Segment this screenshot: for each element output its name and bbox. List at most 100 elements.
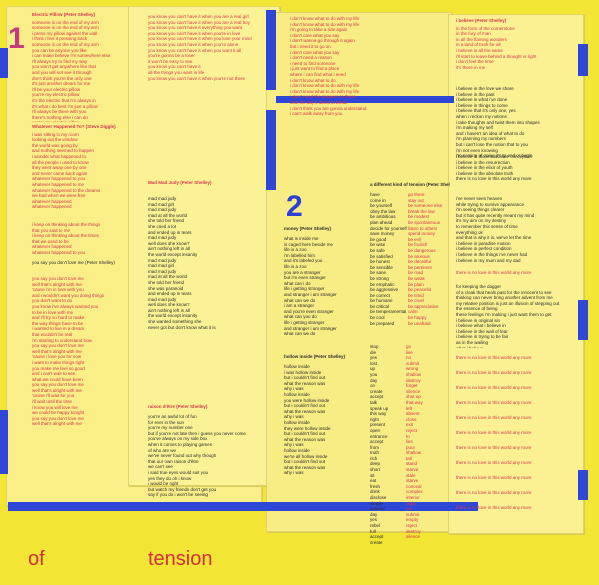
lyric-line: i don't need the answers to these: [290, 94, 356, 100]
lyric-line: i don't know what to do with my life: [290, 16, 360, 21]
lyric-line: be modest: [408, 214, 430, 220]
lyric-line: shallow: [406, 450, 422, 456]
lyric-line: i believe what i believe in: [456, 323, 506, 329]
lyric-line: i believe in the love we share: [456, 86, 514, 91]
lyric-line: as in the wailing: [456, 339, 489, 345]
lyric-line: go there: [408, 192, 425, 197]
lyric-line: i keep on thinking about the things: [32, 222, 101, 227]
lyric-line: i don't wanna go through it again: [290, 38, 355, 44]
lyric-line: be prepared: [370, 320, 395, 326]
lyric-line: yes they do oh i know: [148, 475, 192, 481]
song-title: i believe (Peter Shelley): [456, 18, 507, 23]
lyric-line: whatever happened: [32, 198, 72, 204]
lyric-line: be yourself: [370, 203, 393, 209]
lyric-line: tall: [406, 455, 412, 461]
lyric-line: whatever happened to you: [32, 249, 86, 255]
lyric-line: be foolish: [408, 242, 428, 248]
lyric-line: to remember this sense of time: [456, 223, 518, 229]
lyric-line: but if you're not late then i guess you …: [148, 430, 246, 436]
lyric-line: i can make believe i'm somewhere else: [32, 53, 111, 59]
lyric-line: be aggressive: [370, 287, 399, 293]
lyric-line: accept: [370, 439, 384, 445]
lyric-line: and nothing seemed to happen: [32, 148, 95, 154]
lyric-line: well that's alright with me: [32, 348, 82, 354]
lyric-line: you say you don't love me: [32, 276, 84, 281]
lyric-line: there is no love in this world any more: [456, 475, 532, 480]
lyric-line: destroy: [406, 377, 421, 383]
lyric-line: i said true eyes would suit you: [148, 469, 209, 475]
lyric-line: be sane: [370, 270, 387, 276]
lyric-line: and you're even stranger: [284, 308, 334, 314]
lyric-line: be emphatic: [370, 281, 395, 287]
lyric-line: there is no love in this world any more: [456, 400, 532, 405]
lyric-line: everything ok: [456, 229, 483, 235]
lyric-line: i press my pillow against the wall: [32, 30, 98, 36]
lyric-line: i wanted to live in a dream: [32, 326, 85, 332]
lyric-line: interior: [406, 495, 420, 501]
lyric-line: you know i've always wanted you: [32, 303, 99, 309]
lyric-line: there is no love in this world any more: [456, 505, 532, 510]
lyric-line: she told her friend: [148, 218, 185, 224]
lyric-line: starve: [406, 467, 419, 473]
lyric-line: submit: [406, 511, 420, 517]
lyric-line: die: [370, 349, 377, 355]
lyric-line: drink: [370, 489, 380, 495]
lyric-line: forget: [406, 383, 418, 389]
lyric-line: and stranger i am stranger: [284, 291, 337, 297]
lyric-line: be cool: [370, 315, 385, 321]
lyric-list-different-kind-right: go there stay out be someone else break the…: [408, 192, 452, 342]
lyric-line: have: [370, 192, 380, 197]
lyric-line: i am a stranger: [284, 303, 315, 309]
lyric-line: you're gonna be a loser: [148, 53, 195, 59]
lyric-line: it's my aim on my destiny: [456, 218, 507, 224]
lyric-line: left: [406, 405, 413, 411]
lyric-line: and i'll try so hard to make: [32, 315, 85, 321]
lyric-line: poor: [406, 444, 416, 450]
lyric-block-hollow-title: hollow inside (Peter Shelley): [284, 354, 364, 364]
lyric-line: you can be anyone you like: [32, 47, 87, 53]
lyric-line: create: [370, 388, 383, 394]
lyric-line: it won't be easy to see: [148, 58, 193, 64]
lyric-line: i believe in paradise motion: [456, 240, 511, 246]
lyric-line: that we used to be: [32, 238, 69, 244]
lyric-line: say if you do i won't be seeing: [148, 492, 208, 498]
lyric-line: be honest: [370, 259, 390, 265]
lyric-line: whatever happened: [32, 244, 72, 250]
lyric-line: why i was: [284, 386, 304, 392]
lyric-line: we had when we were free: [32, 193, 86, 199]
lyric-line: i've never seen heaven: [456, 196, 503, 201]
lyric-line: be critical: [370, 303, 390, 309]
lyric-line: in the form of the cornerstone: [456, 25, 515, 31]
lyric-line: i believe in original sin: [456, 317, 501, 323]
lyric-line: open: [370, 427, 381, 433]
lyric-line: of who are we: [148, 447, 177, 453]
lyric-line: whatever happened to you: [32, 176, 86, 182]
lyric-block-raison-detre: you're an awful lot of fun for ever in th…: [148, 414, 276, 498]
lyric-line: shut up: [406, 394, 421, 400]
lyric-line: you're an awful lot of fun: [148, 414, 197, 419]
word-pairs-left: stop die yes lost up you day on create accept talk…: [370, 344, 408, 544]
lyric-line: in the fury of man: [456, 31, 491, 37]
lyric-block-raison-title: raison d'être (Peter Shelley): [148, 404, 276, 414]
lyric-line: but i couldn't find out: [284, 431, 326, 437]
lyric-line: be someone else: [408, 203, 443, 209]
blue-bar-left-top: [0, 48, 8, 78]
lyric-line: mad at all the world: [148, 212, 188, 218]
song-title: money (Peter Shelley): [284, 226, 332, 231]
lyric-line: be timid: [408, 292, 424, 298]
lyric-line: what can we do: [284, 331, 316, 337]
lyric-line: no: [406, 506, 412, 512]
lyric-line: it's the electric that i'm always in: [32, 97, 96, 103]
lyric-line: calm: [408, 309, 418, 315]
lyric-line: no: [406, 355, 412, 361]
song-title: Whatever Happened To? (Steve Diggle): [32, 124, 116, 129]
blue-bar-center-vertical: [266, 110, 276, 190]
lyric-line: what i believe: [456, 346, 578, 348]
lyric-line: i was hollow inside: [284, 369, 322, 375]
lyric-line: starve: [406, 478, 419, 484]
lyric-line: be deceitful: [408, 259, 432, 265]
lyric-line: hollow inside: [284, 391, 310, 397]
lyric-block-money-title: money (Peter Shelley): [284, 226, 364, 236]
lyric-line: what we could have been: [32, 376, 83, 382]
lyric-line: there is no love in this world any more: [456, 385, 532, 390]
